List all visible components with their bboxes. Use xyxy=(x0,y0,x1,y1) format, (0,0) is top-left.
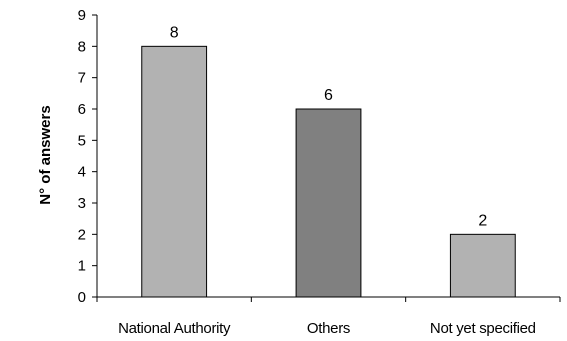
y-tick-label: 1 xyxy=(78,258,86,275)
x-category-label: National Authority xyxy=(118,320,231,337)
y-axis-label: N° of answers xyxy=(37,105,54,204)
data-label: 8 xyxy=(170,24,179,41)
bars xyxy=(141,45,516,298)
y-tick-label: 9 xyxy=(78,7,86,24)
y-tick-label: 4 xyxy=(78,164,86,181)
y-tick-label: 5 xyxy=(78,132,86,149)
bar-not-yet-specified xyxy=(449,233,516,298)
bar-national-authority xyxy=(141,45,208,298)
y-tick-label: 7 xyxy=(78,70,86,87)
y-tick-label: 3 xyxy=(78,195,86,212)
y-tick-label: 2 xyxy=(78,226,86,243)
y-tick-label: 8 xyxy=(78,38,86,55)
y-tick-label: 6 xyxy=(78,101,86,118)
bar-others xyxy=(295,108,362,298)
x-category-label: Others xyxy=(307,320,350,337)
data-label: 6 xyxy=(324,87,333,104)
y-tick-label: 0 xyxy=(78,289,86,306)
data-label: 2 xyxy=(478,212,487,229)
x-category-label: Not yet specified xyxy=(430,320,536,337)
labels: 0 1 2 3 4 5 6 7 8 9 8 National Authority 6 Others 2 Not… xyxy=(78,7,536,337)
